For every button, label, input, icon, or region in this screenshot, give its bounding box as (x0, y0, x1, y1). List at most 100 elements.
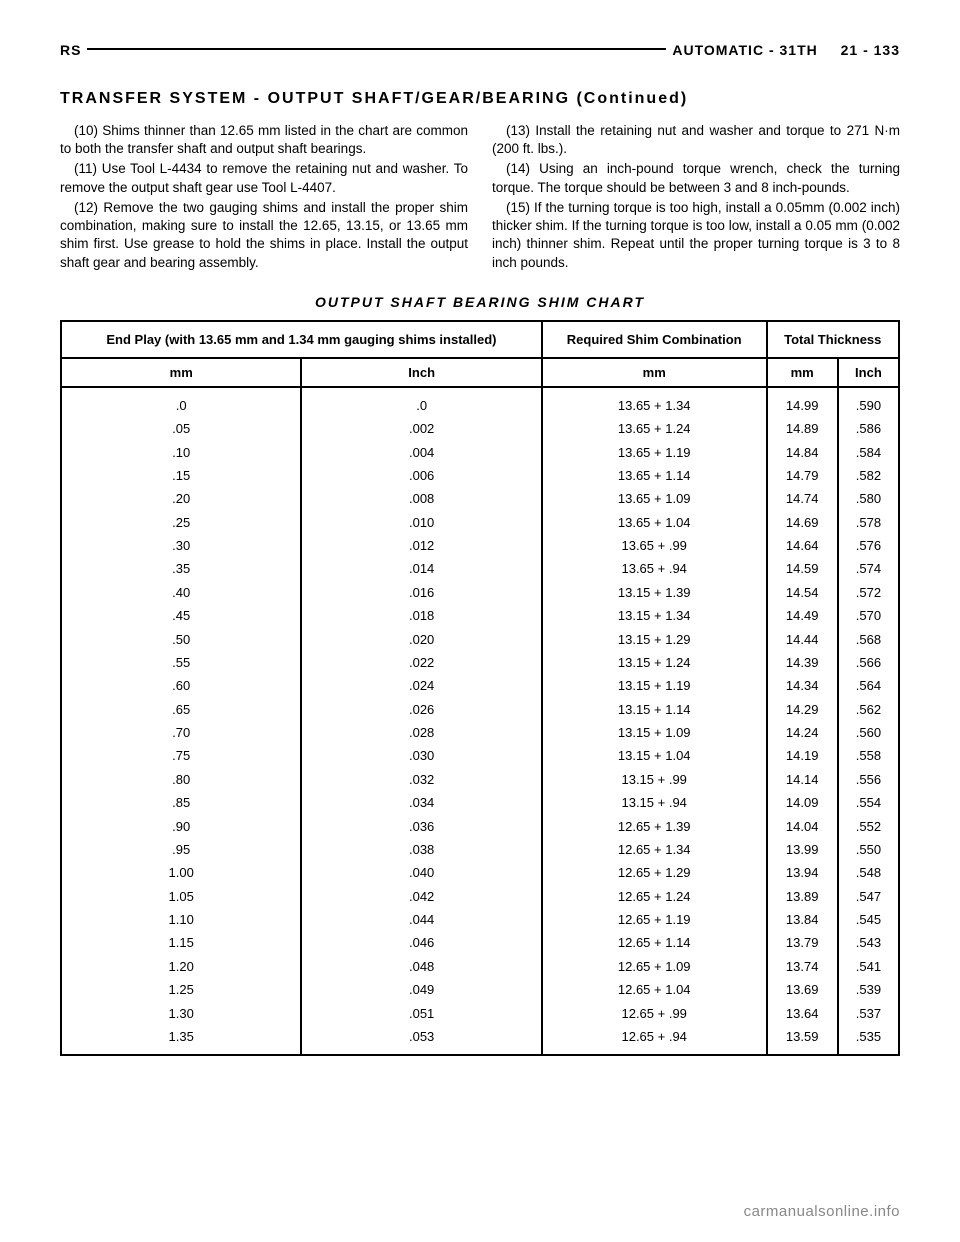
table-cell: 1.15 (61, 931, 301, 954)
table-row: 1.15.04612.65 + 1.1413.79.543 (61, 931, 899, 954)
table-row: 1.10.04412.65 + 1.1913.84.545 (61, 908, 899, 931)
table-cell: 12.65 + .94 (542, 1025, 767, 1055)
table-cell: .560 (838, 721, 899, 744)
table-cell: .016 (301, 581, 541, 604)
table-row: .20.00813.65 + 1.0914.74.580 (61, 487, 899, 510)
table-cell: 13.64 (767, 1001, 838, 1024)
table-cell: .008 (301, 487, 541, 510)
page-number: 21 - 133 (841, 42, 900, 58)
table-row: 1.00.04012.65 + 1.2913.94.548 (61, 861, 899, 884)
table-cell: 13.15 + .94 (542, 791, 767, 814)
table-row: .70.02813.15 + 1.0914.24.560 (61, 721, 899, 744)
table-cell: 13.15 + 1.39 (542, 581, 767, 604)
table-cell: .95 (61, 838, 301, 861)
table-cell: .038 (301, 838, 541, 861)
table-cell: .018 (301, 604, 541, 627)
chart-title: OUTPUT SHAFT BEARING SHIM CHART (60, 294, 900, 310)
table-cell: 12.65 + 1.29 (542, 861, 767, 884)
table-cell: 14.64 (767, 534, 838, 557)
table-cell: .60 (61, 674, 301, 697)
table-cell: 1.20 (61, 955, 301, 978)
table-cell: .053 (301, 1025, 541, 1055)
table-cell: 13.15 + 1.29 (542, 627, 767, 650)
unit-mm: mm (61, 358, 301, 387)
col-header-combo: Required Shim Combination (542, 321, 767, 358)
table-cell: .35 (61, 557, 301, 580)
table-cell: .014 (301, 557, 541, 580)
para: (13) Install the retaining nut and washe… (492, 122, 900, 158)
unit-mm: mm (542, 358, 767, 387)
table-cell: 12.65 + .99 (542, 1001, 767, 1024)
table-cell: .036 (301, 814, 541, 837)
table-cell: .15 (61, 464, 301, 487)
table-cell: 12.65 + 1.19 (542, 908, 767, 931)
table-cell: .032 (301, 768, 541, 791)
table-cell: 12.65 + 1.39 (542, 814, 767, 837)
table-cell: .002 (301, 417, 541, 440)
table-cell: 12.65 + 1.24 (542, 884, 767, 907)
body-text: (10) Shims thinner than 12.65 mm listed … (60, 122, 900, 274)
table-cell: 1.35 (61, 1025, 301, 1055)
table-cell: 13.84 (767, 908, 838, 931)
table-cell: .046 (301, 931, 541, 954)
para: (10) Shims thinner than 12.65 mm listed … (60, 122, 468, 158)
table-cell: .576 (838, 534, 899, 557)
unit-inch: Inch (301, 358, 541, 387)
table-cell: 13.65 + 1.04 (542, 510, 767, 533)
table-cell: 12.65 + 1.09 (542, 955, 767, 978)
table-cell: .049 (301, 978, 541, 1001)
table-cell: .90 (61, 814, 301, 837)
unit-inch: Inch (838, 358, 899, 387)
table-cell: .0 (301, 387, 541, 417)
table-row: 1.25.04912.65 + 1.0413.69.539 (61, 978, 899, 1001)
table-cell: .20 (61, 487, 301, 510)
table-cell: 13.59 (767, 1025, 838, 1055)
table-cell: 14.69 (767, 510, 838, 533)
table-cell: 1.00 (61, 861, 301, 884)
table-cell: .566 (838, 651, 899, 674)
table-cell: .044 (301, 908, 541, 931)
table-cell: .75 (61, 744, 301, 767)
table-cell: 13.89 (767, 884, 838, 907)
col-header-endplay: End Play (with 13.65 mm and 1.34 mm gaug… (61, 321, 542, 358)
table-cell: .568 (838, 627, 899, 650)
table-cell: 14.59 (767, 557, 838, 580)
table-cell: 13.65 + 1.34 (542, 387, 767, 417)
table-row: 1.35.05312.65 + .9413.59.535 (61, 1025, 899, 1055)
table-cell: 14.54 (767, 581, 838, 604)
table-cell: .042 (301, 884, 541, 907)
table-row: .0.013.65 + 1.3414.99.590 (61, 387, 899, 417)
table-cell: 14.89 (767, 417, 838, 440)
right-column: (13) Install the retaining nut and washe… (492, 122, 900, 274)
table-cell: 12.65 + 1.14 (542, 931, 767, 954)
table-cell: .586 (838, 417, 899, 440)
table-cell: .564 (838, 674, 899, 697)
table-cell: .548 (838, 861, 899, 884)
table-cell: .004 (301, 440, 541, 463)
table-cell: .55 (61, 651, 301, 674)
table-row: 1.30.05112.65 + .9913.64.537 (61, 1001, 899, 1024)
table-cell: .028 (301, 721, 541, 744)
table-cell: 14.44 (767, 627, 838, 650)
table-row: .60.02413.15 + 1.1914.34.564 (61, 674, 899, 697)
table-row: .80.03213.15 + .9914.14.556 (61, 768, 899, 791)
table-cell: .590 (838, 387, 899, 417)
header-left: RS (60, 42, 87, 58)
table-cell: .034 (301, 791, 541, 814)
table-cell: .65 (61, 697, 301, 720)
table-cell: .45 (61, 604, 301, 627)
table-cell: .010 (301, 510, 541, 533)
page-header: RS AUTOMATIC - 31TH 21 - 133 (60, 56, 900, 72)
table-cell: .578 (838, 510, 899, 533)
table-cell: .40 (61, 581, 301, 604)
table-row: .90.03612.65 + 1.3914.04.552 (61, 814, 899, 837)
table-cell: 1.25 (61, 978, 301, 1001)
shim-chart-table: End Play (with 13.65 mm and 1.34 mm gaug… (60, 320, 900, 1056)
table-cell: .584 (838, 440, 899, 463)
left-column: (10) Shims thinner than 12.65 mm listed … (60, 122, 468, 274)
table-cell: .580 (838, 487, 899, 510)
table-cell: .562 (838, 697, 899, 720)
table-row: .75.03013.15 + 1.0414.19.558 (61, 744, 899, 767)
table-cell: 13.74 (767, 955, 838, 978)
table-cell: .50 (61, 627, 301, 650)
